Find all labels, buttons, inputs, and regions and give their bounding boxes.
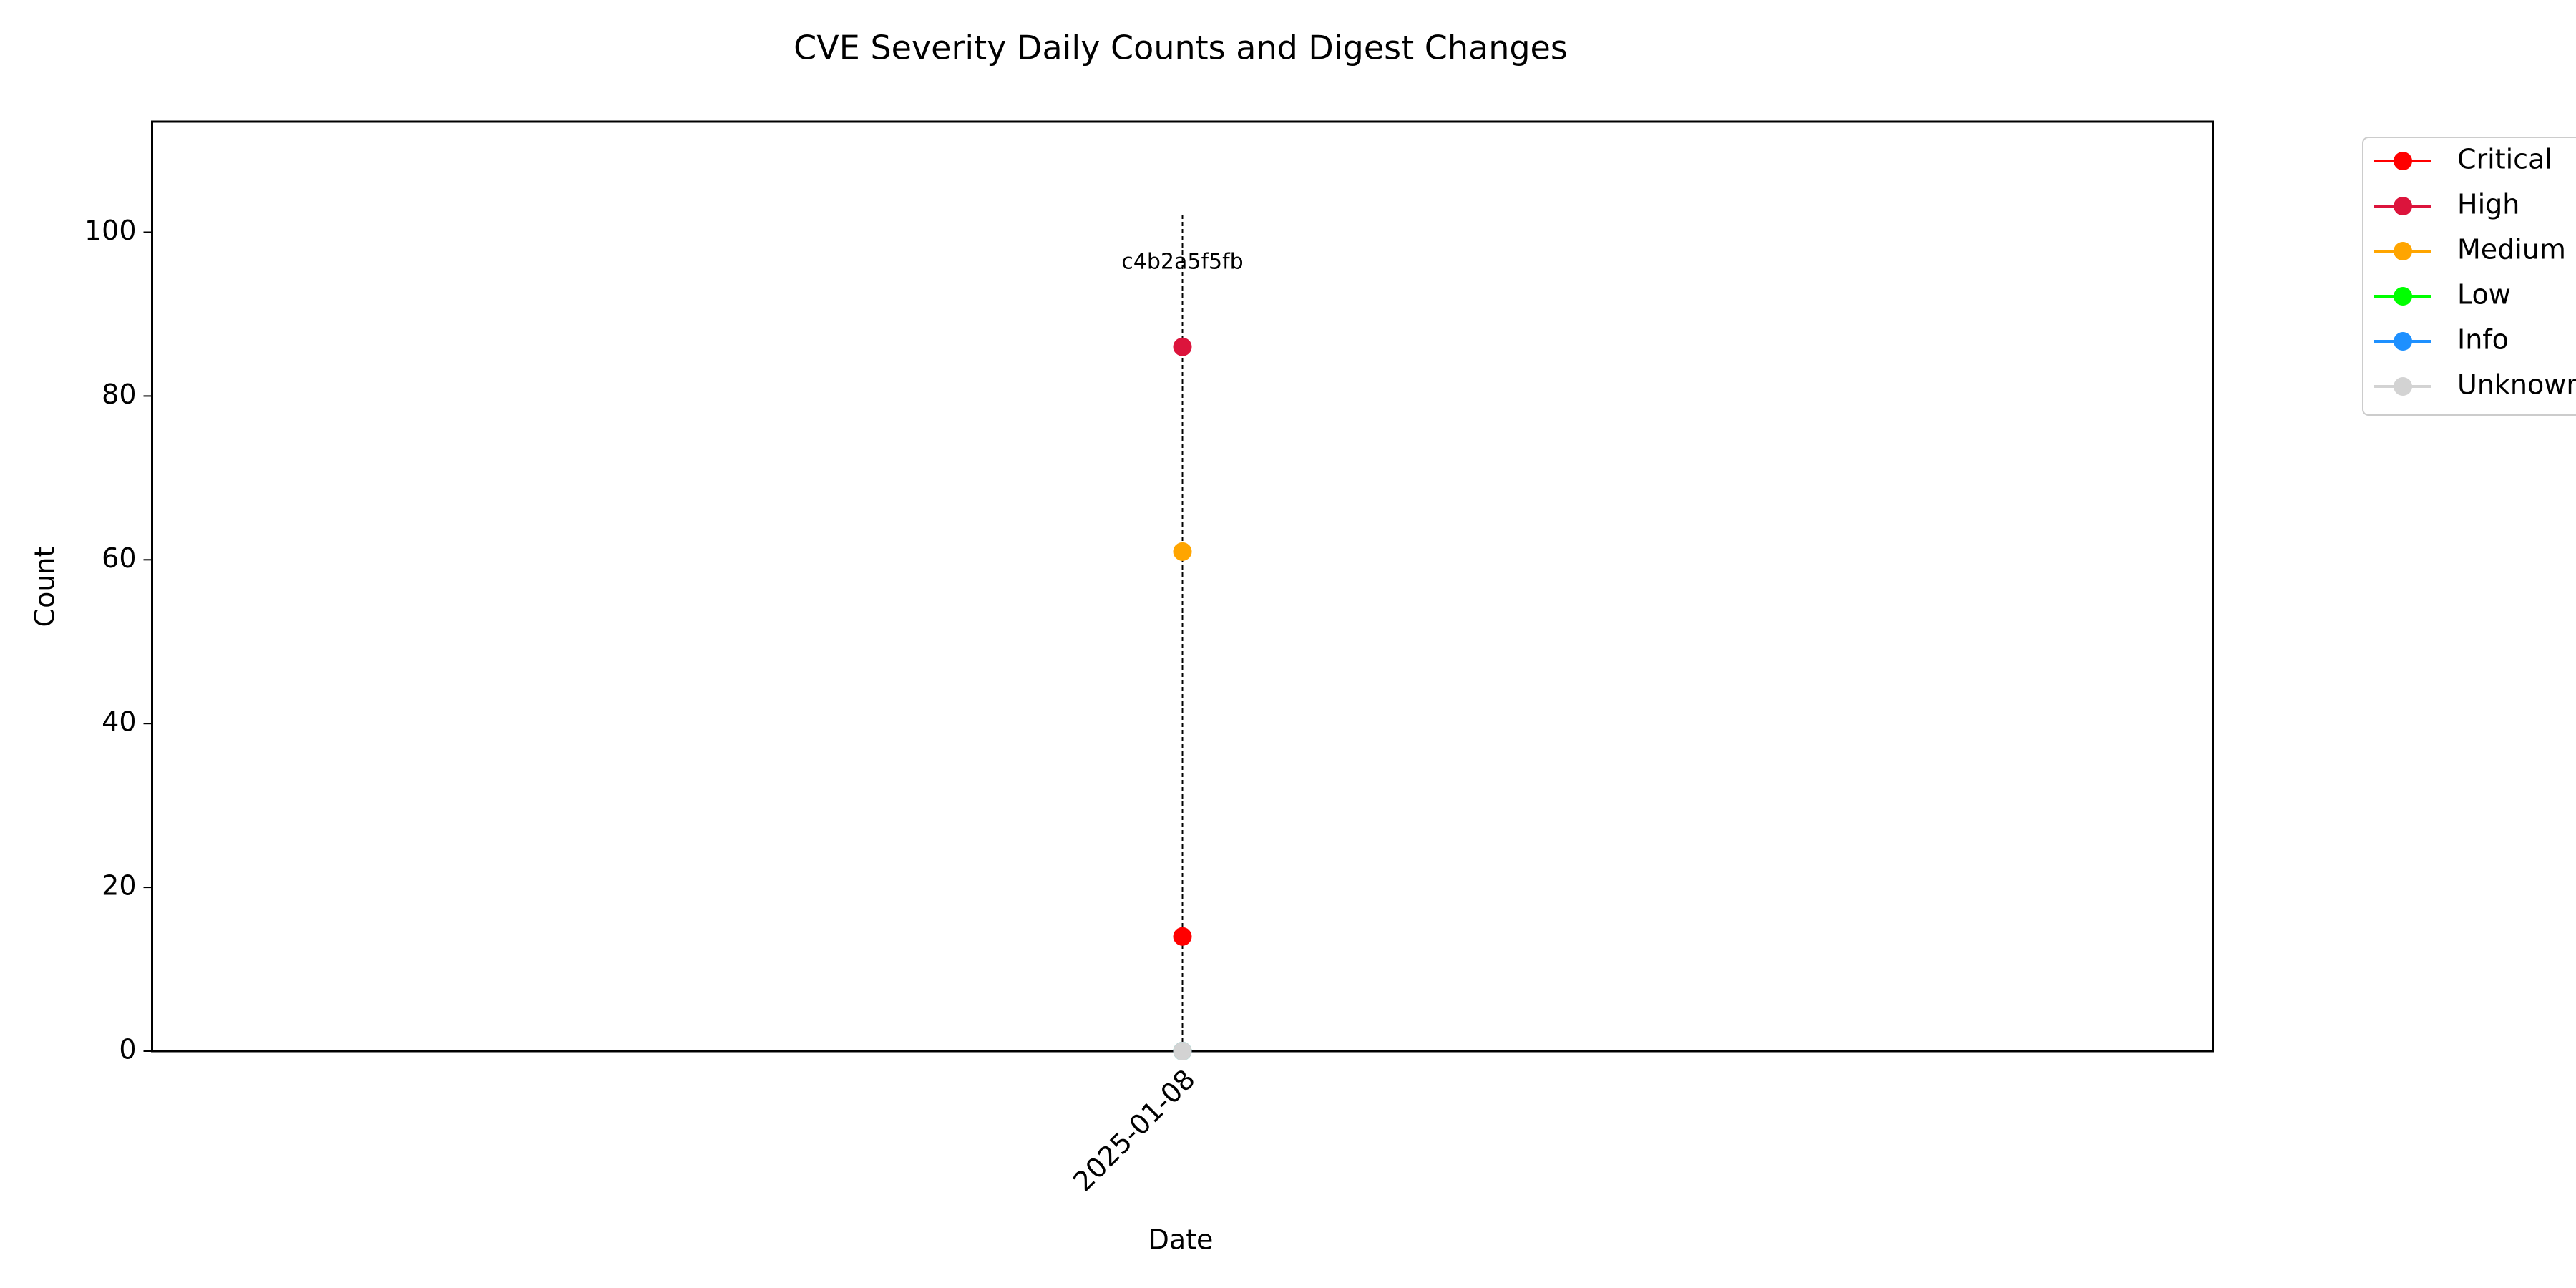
legend-label-low: Low [2457, 279, 2511, 311]
legend-label-unknown: Unknown [2457, 369, 2576, 401]
data-point-critical [1173, 927, 1192, 946]
legend-label-info: Info [2457, 324, 2509, 356]
y-axis-label: Count [29, 547, 61, 628]
data-point-medium [1173, 542, 1192, 561]
y-axis: 0 20 40 60 80 100 [84, 215, 152, 1065]
legend-marker-high [2394, 197, 2412, 215]
legend-marker-critical [2394, 152, 2412, 170]
chart-title: CVE Severity Daily Counts and Digest Cha… [794, 29, 1568, 67]
y-tick-label: 80 [102, 379, 136, 410]
legend-marker-low [2394, 287, 2412, 306]
x-axis-label: Date [1148, 1224, 1214, 1256]
legend-label-high: High [2457, 189, 2519, 220]
digest-change-label: c4b2a5f5fb [1121, 250, 1243, 275]
data-point-high [1173, 337, 1192, 356]
legend-label-medium: Medium [2457, 234, 2566, 265]
legend-marker-unknown [2394, 377, 2412, 396]
legend-marker-medium [2394, 242, 2412, 260]
y-tick-label: 40 [102, 706, 136, 738]
legend: Critical High Medium Low Info Unknown [2362, 137, 2576, 416]
legend-marker-info [2394, 332, 2412, 351]
y-tick-label: 0 [119, 1034, 136, 1065]
y-tick-label: 100 [84, 215, 137, 246]
data-points [1173, 337, 1192, 1060]
data-point-unknown [1173, 1042, 1192, 1060]
y-tick-label: 20 [102, 870, 136, 902]
legend-label-critical: Critical [2457, 144, 2552, 175]
y-tick-label: 60 [102, 542, 136, 574]
